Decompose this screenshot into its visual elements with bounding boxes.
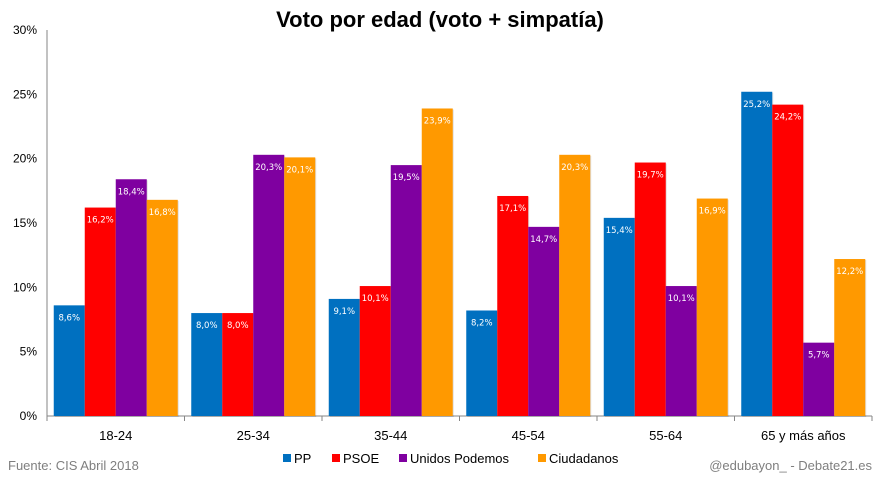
bar — [359, 286, 391, 416]
y-tick-label: 0% — [20, 409, 38, 423]
bar — [497, 195, 529, 416]
bar — [115, 179, 147, 416]
series-psoe: 16,2% 8,0% 10,1% 17,1% 19,7% 24,2% — [84, 104, 805, 418]
bar — [741, 91, 773, 416]
data-label: 19,5% — [393, 173, 420, 183]
legend: PP PSOE Unidos Podemos Ciudadanos — [283, 451, 619, 466]
bar — [559, 154, 591, 416]
bar — [390, 165, 422, 416]
y-tick-label: 20% — [13, 152, 37, 166]
data-label: 15,4% — [606, 226, 633, 236]
source-note: Fuente: CIS Abril 2018 — [8, 458, 139, 473]
bar — [53, 305, 85, 416]
legend-swatch — [399, 454, 407, 462]
bar — [634, 162, 666, 416]
data-label: 8,0% — [196, 321, 218, 331]
y-tick-label: 15% — [13, 216, 37, 230]
x-tick-label: 45-54 — [512, 428, 545, 443]
data-label: 10,1% — [362, 294, 389, 304]
bar — [772, 104, 804, 417]
data-label: 23,9% — [424, 116, 451, 126]
data-label: 18,4% — [118, 187, 145, 197]
legend-label: Unidos Podemos — [410, 451, 509, 466]
y-axis: 0% 5% 10% 15% 20% 25% 30% — [13, 23, 48, 423]
data-label: 5,7% — [808, 351, 830, 361]
x-tick-label: 25-34 — [237, 428, 270, 443]
y-tick-label: 5% — [20, 345, 38, 359]
chart-title: Voto por edad (voto + simpatía) — [276, 7, 604, 32]
series-ciudadanos: 16,8% 20,1% 23,9% 20,3% 16,9% 12,2% — [146, 108, 867, 417]
data-label: 8,6% — [58, 313, 80, 323]
data-label: 19,7% — [637, 171, 664, 181]
x-tick-label: 35-44 — [374, 428, 407, 443]
data-label: 9,1% — [333, 307, 355, 317]
x-tick-label: 55-64 — [649, 428, 682, 443]
legend-item: Unidos Podemos — [399, 451, 509, 466]
bar — [421, 108, 453, 416]
legend-label: Ciudadanos — [549, 451, 619, 466]
x-tick-label: 18-24 — [99, 428, 132, 443]
data-label: 12,2% — [836, 267, 863, 277]
legend-label: PP — [294, 451, 311, 466]
bars-group: 8,6% 8,0% 9,1% 8,2% 15,4% 25,2% 16,2% 8,0% 10,1%… — [53, 91, 867, 418]
bar — [284, 157, 316, 416]
bar — [222, 313, 254, 416]
credit-note: @edubayon_ - Debate21.es — [709, 458, 872, 473]
bar — [328, 298, 360, 416]
series-pp: 8,6% 8,0% 9,1% 8,2% 15,4% 25,2% — [53, 91, 774, 417]
bar — [84, 207, 116, 416]
legend-swatch — [332, 454, 340, 462]
data-label: 20,3% — [561, 163, 588, 173]
bar — [834, 259, 866, 416]
data-label: 20,1% — [286, 165, 313, 175]
bar — [466, 310, 498, 416]
data-label: 20,3% — [255, 163, 282, 173]
legend-swatch — [283, 454, 291, 462]
bar — [253, 154, 285, 416]
x-tick-label: 65 y más años — [761, 428, 846, 443]
bar — [603, 217, 635, 416]
data-label: 17,1% — [499, 204, 526, 214]
data-label: 16,2% — [87, 216, 114, 226]
data-label: 24,2% — [774, 113, 801, 123]
data-label: 8,2% — [471, 318, 493, 328]
y-tick-label: 25% — [13, 87, 37, 101]
data-label: 16,9% — [699, 207, 726, 217]
data-label: 10,1% — [668, 294, 695, 304]
data-label: 25,2% — [743, 100, 770, 110]
bar — [665, 286, 697, 416]
bar — [528, 226, 560, 416]
bar — [146, 199, 178, 416]
bar — [803, 342, 835, 416]
legend-label: PSOE — [343, 451, 379, 466]
series-unidos-podemos: 18,4% 20,3% 19,5% 14,7% 10,1% 5,7% — [115, 154, 836, 417]
bar — [191, 313, 223, 416]
legend-item: PP — [283, 451, 311, 466]
y-tick-label: 10% — [13, 280, 37, 294]
legend-item: PSOE — [332, 451, 379, 466]
y-tick-label: 30% — [13, 23, 37, 37]
x-axis: 18-24 25-34 35-44 45-54 55-64 65 y más años — [46, 415, 873, 443]
legend-swatch — [538, 454, 546, 462]
data-label: 14,7% — [530, 235, 557, 245]
bar — [696, 198, 728, 416]
data-label: 16,8% — [149, 208, 176, 218]
data-label: 8,0% — [227, 321, 249, 331]
legend-item: Ciudadanos — [538, 451, 619, 466]
